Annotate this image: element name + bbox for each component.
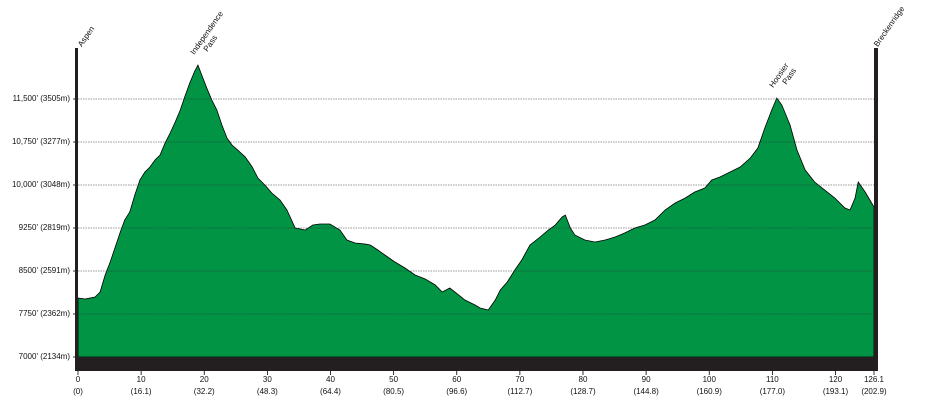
- left-bar: [75, 48, 78, 371]
- x-tick-sublabel: (32.2): [194, 387, 215, 396]
- y-tick-label: 7000' (2134m): [19, 352, 71, 361]
- x-tick-sublabel: (177.0): [760, 387, 786, 396]
- x-tick-label: 50: [389, 375, 398, 384]
- annotation: Aspen: [76, 25, 96, 49]
- x-tick-label: 20: [200, 375, 209, 384]
- x-tick-label: 10: [137, 375, 146, 384]
- elevation-area: [77, 64, 875, 358]
- x-tick-label: 110: [766, 375, 779, 384]
- x-tick-sublabel: (96.6): [446, 387, 467, 396]
- x-tick-sublabel: (128.7): [570, 387, 596, 396]
- x-tick-sublabel: (112.7): [507, 387, 532, 396]
- annotation: Breckenridge: [872, 4, 907, 48]
- y-tick-label: 7750' (2362m): [19, 309, 71, 318]
- x-tick-sublabel: (202.9): [861, 387, 887, 396]
- y-tick-label: 11,500' (3505m): [13, 94, 71, 103]
- x-tick-label: 0: [76, 375, 81, 384]
- x-tick-sublabel: (16.1): [131, 387, 152, 396]
- y-tick-label: 9250' (2819m): [19, 223, 71, 232]
- x-tick-label: 70: [515, 375, 524, 384]
- x-tick-sublabel: (160.9): [697, 387, 723, 396]
- x-tick-sublabel: (48.3): [257, 387, 278, 396]
- x-tick-label: 100: [703, 375, 717, 384]
- x-tick-label: 40: [326, 375, 335, 384]
- x-tick-label: 60: [452, 375, 461, 384]
- x-tick-sublabel: (193.1): [823, 387, 849, 396]
- x-tick-sublabel: (0): [73, 387, 83, 396]
- y-tick-label: 10,000' (3048m): [12, 180, 70, 189]
- y-tick-label: 8500' (2591m): [19, 266, 71, 275]
- baseline-band: [78, 357, 874, 371]
- annotation-label: Aspen: [76, 25, 96, 49]
- x-tick-label: 126.1: [864, 375, 885, 384]
- x-tick-label: 90: [642, 375, 651, 384]
- x-tick-label: 30: [263, 375, 272, 384]
- annotation-label: Breckenridge: [872, 4, 907, 48]
- x-tick-sublabel: (64.4): [320, 387, 341, 396]
- x-tick-label: 80: [579, 375, 588, 384]
- y-tick-label: 10,750' (3277m): [12, 137, 70, 146]
- x-tick-sublabel: (144.8): [633, 387, 659, 396]
- x-tick-sublabel: (80.5): [383, 387, 404, 396]
- x-tick-label: 120: [829, 375, 843, 384]
- right-bar: [874, 48, 878, 371]
